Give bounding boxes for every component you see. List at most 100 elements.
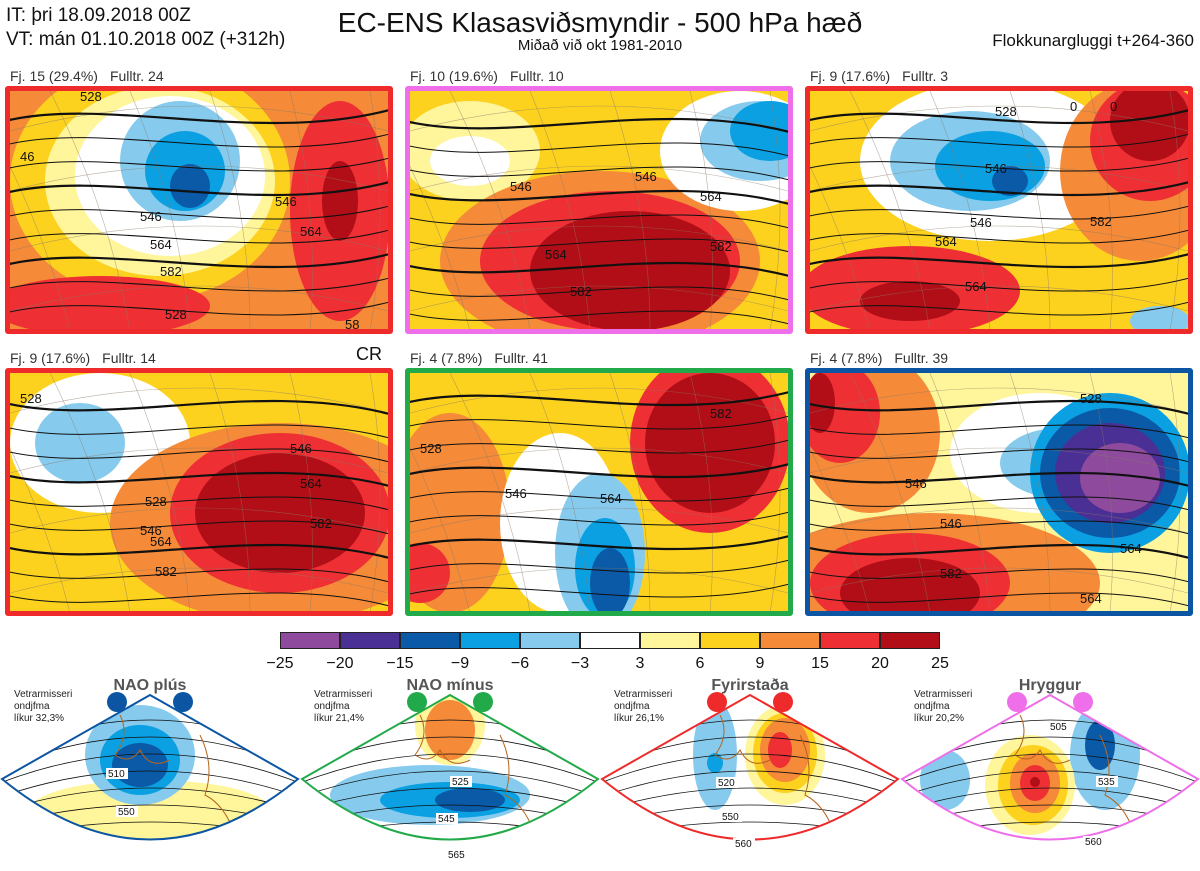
anomaly-area — [430, 136, 510, 186]
contour-label-bg — [716, 777, 738, 788]
contour-label: 528 — [145, 494, 167, 509]
height-contour — [810, 229, 1188, 244]
height-contour — [810, 592, 1188, 607]
coastline — [114, 714, 236, 836]
graticule-line — [369, 91, 381, 329]
graticule-line — [410, 165, 470, 329]
regime-marker-dot — [173, 692, 193, 712]
graticule-line — [10, 507, 388, 534]
graticule-line — [10, 165, 70, 329]
regime-title: Fyrirstaða — [711, 677, 789, 694]
representative-label: Fulltr. 24 — [109, 68, 164, 84]
height-contour — [810, 253, 1188, 269]
cluster-map-4[interactable]: 528 528 546 564 582 546 564 582 — [5, 368, 393, 616]
graticule-line — [810, 387, 1188, 414]
regime-blocking: 520 550 560 Fyrirstaða Vetrarmisseri ondjfma l… — [600, 675, 900, 871]
anomaly-area — [768, 732, 792, 768]
representative-label: Fulltr. 3 — [902, 68, 949, 84]
regime-ridge: 505 535 560 Hryggur Vetrarmisseri ondjfma líku… — [900, 675, 1200, 871]
graticule-line — [529, 373, 591, 611]
contour-label: 46 — [20, 149, 34, 164]
cluster-map-5[interactable]: 528 546 564 582 — [405, 368, 793, 616]
regime-marker-dot — [707, 692, 727, 712]
representative-label: Fulltr. 10 — [509, 68, 564, 84]
colorbar-tick-label: −3 — [570, 655, 590, 672]
header-times: IT: þri 18.09.2018 00Z VT: mán 01.10.201… — [6, 4, 285, 52]
contour-label-bg — [1096, 776, 1118, 787]
height-contour — [602, 787, 898, 812]
height-contour — [902, 838, 1198, 840]
cluster-map-1[interactable]: 528 546 564 582 528 546 564 46 58 — [5, 86, 393, 334]
anomaly-area — [425, 700, 475, 760]
height-contour — [410, 583, 788, 598]
contour-label-bg — [106, 768, 128, 779]
graticule-line — [49, 373, 130, 611]
colorbar-tick-label: −6 — [510, 655, 530, 672]
cluster-map-3[interactable]: 528 546 564 564 582 546 0 0 — [805, 86, 1193, 334]
regime-title: NAO plús — [113, 677, 187, 694]
anomaly-area — [170, 164, 210, 208]
height-contour — [410, 487, 788, 502]
contour-label: 582 — [1090, 214, 1112, 229]
height-contour — [10, 277, 388, 292]
coastline — [714, 714, 836, 836]
graticule-line — [449, 91, 530, 329]
contour-label: 0 — [1110, 99, 1117, 114]
contour-label: 582 — [710, 406, 732, 421]
contour-label-bg — [446, 849, 468, 860]
contour-label: 510 — [108, 769, 125, 780]
contour-label: 582 — [160, 264, 182, 279]
anomaly-area — [1080, 443, 1160, 513]
graticule-line — [929, 91, 991, 329]
panel-caption-2: Fj. 10 (19.6%) Fulltr. 10 — [410, 68, 576, 84]
height-contour — [410, 189, 788, 205]
height-contour — [810, 568, 1188, 583]
height-contour — [410, 391, 788, 407]
regime-months: ondjfma — [614, 701, 650, 712]
height-contour — [10, 109, 388, 125]
graticule-line — [289, 91, 313, 329]
graticule-line — [410, 447, 788, 474]
height-contour — [900, 856, 1200, 867]
contour-label: 528 — [20, 391, 42, 406]
contour-label: 564 — [1080, 591, 1102, 606]
contour-label: 546 — [140, 209, 162, 224]
regime-sector-outline — [0, 693, 300, 841]
colorbar-swatch — [340, 632, 400, 649]
contour-label-bg — [436, 813, 458, 824]
contour-label: 564 — [300, 476, 322, 491]
height-contour — [10, 181, 388, 197]
anomaly-area — [195, 453, 365, 573]
regime-prob: líkur 26,1% — [614, 713, 665, 724]
contour-label: 520 — [718, 778, 735, 789]
height-contour — [902, 787, 1198, 812]
height-contour — [410, 310, 788, 325]
cluster-map-6[interactable]: 546 564 582 546 564 528 — [805, 368, 1193, 616]
panel-caption-3: Fj. 9 (17.6%) Fulltr. 3 — [810, 68, 960, 84]
contour-label: 546 — [635, 169, 657, 184]
graticule-line — [810, 165, 1188, 192]
regime-season: Vetrarmisseri — [314, 689, 373, 700]
height-contour — [0, 856, 300, 867]
height-contour — [2, 753, 298, 784]
anomaly-area — [410, 543, 450, 603]
graticule-line — [410, 165, 788, 192]
colorbar-swatch — [400, 632, 460, 649]
height-contour — [10, 543, 388, 559]
graticule-line — [1169, 373, 1181, 611]
height-contour — [10, 496, 388, 511]
panel-caption-6: Fj. 4 (7.8%) Fulltr. 39 — [810, 350, 960, 366]
graticule-line — [10, 447, 388, 474]
cluster-map-2[interactable]: 546 546 564 564 582 582 — [405, 86, 793, 334]
height-contour — [602, 770, 898, 798]
height-contour — [410, 214, 788, 229]
graticule-line — [10, 165, 388, 192]
regime-note: Vetrarmisseri ondjfma líkur 20,2% — [914, 689, 972, 725]
graticule-line — [410, 447, 470, 611]
regime-months: ondjfma — [914, 701, 950, 712]
cluster-label: Fj. 10 (19.6%) — [410, 68, 498, 84]
graticule-line — [10, 387, 388, 414]
regime-sector-outline — [900, 693, 1200, 841]
page-subtitle: Miðað við okt 1981-2010 — [517, 37, 683, 54]
colorbar-tick-label: −15 — [386, 655, 414, 672]
